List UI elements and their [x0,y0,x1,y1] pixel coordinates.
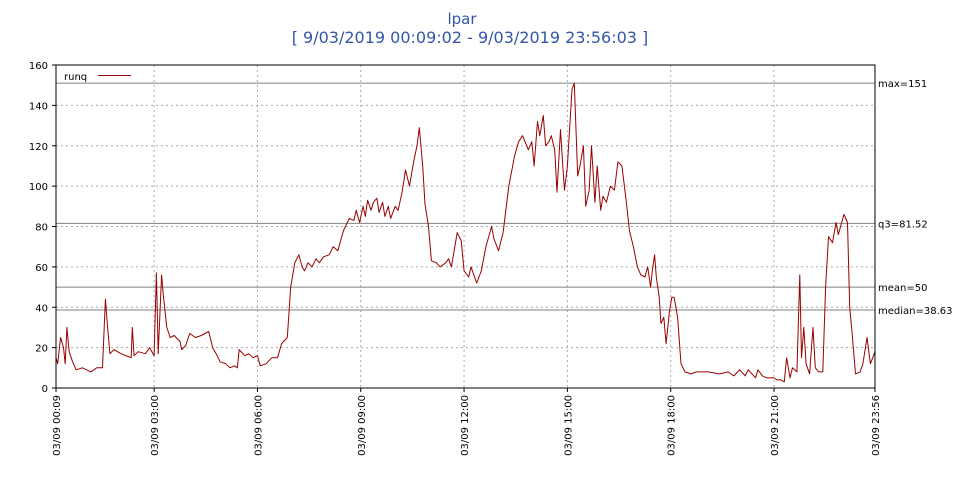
reference-line-label: max=151 [878,79,927,90]
y-tick-label: 40 [35,303,48,314]
reference-lines: max=151 q3=81.52 mean=50 median=38.63 [56,79,953,317]
reference-line-label: median=38.63 [878,306,953,317]
series-layer [55,82,876,383]
x-tick-label: 03/09 09:00 [357,395,368,456]
y-tick-label: 100 [29,182,48,193]
y-tick-label: 120 [29,142,48,153]
grid-layer [56,65,875,388]
y-tick-label: 20 [35,344,48,355]
reference-line-label: q3=81.52 [878,219,928,230]
chart-title: lpar [447,10,477,28]
y-tick-label: 80 [35,223,48,234]
x-tick-label: 03/09 21:00 [770,395,781,456]
x-tick-label: 03/09 06:00 [253,395,264,456]
legend-series-label: runq [64,72,87,83]
y-tick-label: 160 [29,61,48,72]
reference-line-label: mean=50 [878,283,927,294]
axis-ticks: 0 20 40 60 80 100 120 140 160 03/09 00:09 03/09 03… [29,61,882,456]
legend: runq [64,72,131,83]
x-tick-label: 03/09 00:09 [52,395,63,456]
y-tick-label: 60 [35,263,48,274]
x-tick-label: 03/09 12:00 [460,395,471,456]
y-tick-label: 140 [29,101,48,112]
x-tick-label: 03/09 23:56 [871,395,882,456]
x-tick-label: 03/09 15:00 [563,395,574,456]
y-tick-label: 0 [42,384,48,395]
x-tick-label: 03/09 03:00 [150,395,161,456]
series-line [55,82,876,383]
chart-subtitle: [ 9/03/2019 00:09:02 - 9/03/2019 23:56:0… [292,28,649,47]
x-tick-label: 03/09 18:00 [667,395,678,456]
